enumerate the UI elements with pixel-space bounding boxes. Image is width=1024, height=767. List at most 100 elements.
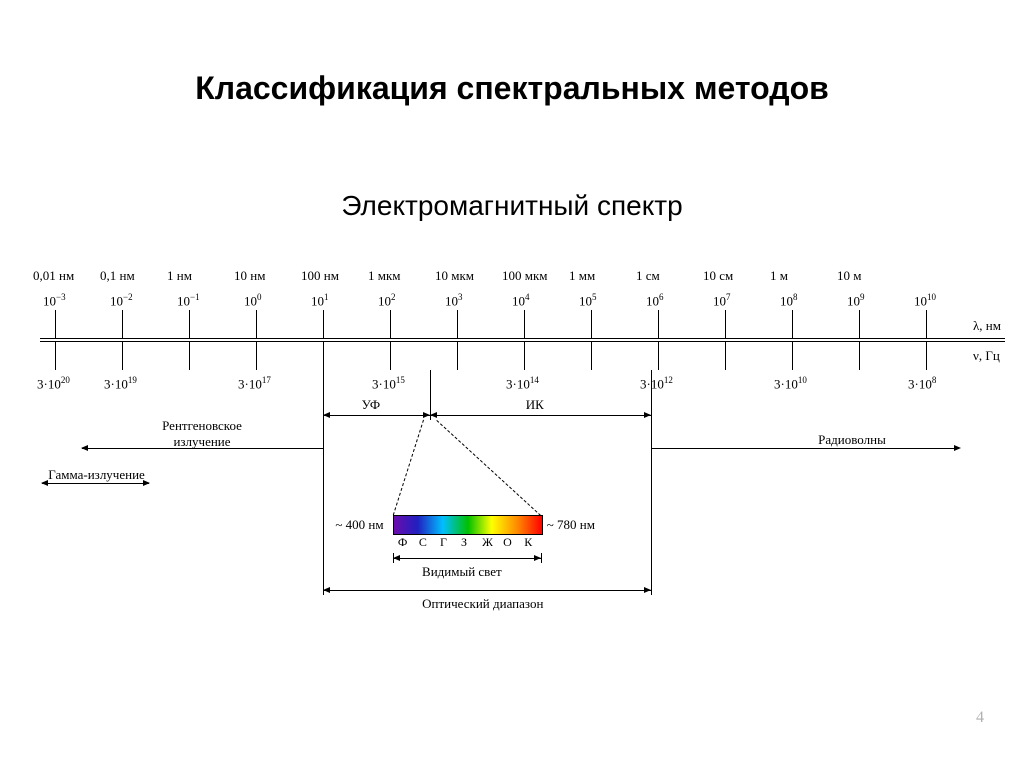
visible-left-label: ~ 400 нм: [335, 517, 383, 533]
uv-band-arrow: [323, 412, 330, 418]
visible-color-letter: О: [503, 535, 512, 550]
page-title: Классификация спектральных методов: [0, 70, 1024, 107]
wavelength-exp-label: 10−2: [110, 292, 133, 309]
wavelength-unit-label: 100 мкм: [502, 268, 548, 284]
wavelength-exp-label: 106: [646, 292, 664, 309]
ir-band-line: [430, 415, 651, 416]
frequency-label: 3·1012: [640, 375, 673, 392]
tick-bot: [926, 342, 927, 370]
wavelength-unit-label: 100 нм: [301, 268, 339, 284]
tick-top: [591, 310, 592, 338]
boundary-line: [651, 370, 652, 590]
wavelength-exp-label: 107: [713, 292, 731, 309]
tick-bot: [256, 342, 257, 370]
uv-band-line: [323, 415, 430, 416]
uv-band-label: УФ: [362, 397, 381, 413]
tick-bot: [189, 342, 190, 370]
spectrum-diagram: 0,01 нм10−30,1 нм10−21 нм10−110 нм100100…: [0, 250, 1024, 650]
tick-top: [926, 310, 927, 338]
tick-top: [189, 310, 190, 338]
radio-band-line: [651, 448, 959, 449]
wavelength-unit-label: 0,01 нм: [33, 268, 74, 284]
tick-top: [859, 310, 860, 338]
ir-band-arrow: [430, 412, 437, 418]
visible-color-letter: С: [419, 535, 427, 550]
boundary-line: [430, 370, 431, 415]
tick-top: [55, 310, 56, 338]
ir-band-arrow: [644, 412, 651, 418]
page-number: 4: [976, 709, 984, 727]
tick-bot: [122, 342, 123, 370]
visible-light-range-line: [393, 558, 540, 559]
optical-range-line: [323, 590, 651, 591]
frequency-label: 3·1014: [506, 375, 539, 392]
wavelength-unit-label: 1 м: [770, 268, 788, 284]
visible-spectrum-box: [393, 515, 542, 535]
tick-bot: [524, 342, 525, 370]
wavelength-unit-label: 1 см: [636, 268, 660, 284]
visible-right-label: ~ 780 нм: [547, 517, 595, 533]
visible-color-letter: Г: [440, 535, 447, 550]
visible-funnel-right: [436, 420, 541, 516]
wavelength-unit-label: 10 нм: [234, 268, 265, 284]
axis-line-top: [40, 338, 1005, 339]
visible-light-range-arrow: [393, 555, 400, 561]
uv-band-arrow: [423, 412, 430, 418]
gamma-band-arrow-left: [41, 480, 48, 486]
xray-band-label: Рентгеновскоеизлучение: [122, 418, 282, 450]
wavelength-unit-label: 0,1 нм: [100, 268, 135, 284]
axis-label-lambda: λ, нм: [973, 318, 1001, 334]
wavelength-exp-label: 109: [847, 292, 865, 309]
tick-top: [457, 310, 458, 338]
tick-top: [658, 310, 659, 338]
optical-range-end: [651, 585, 652, 595]
page-subtitle: Электромагнитный спектр: [0, 190, 1024, 222]
tick-top: [256, 310, 257, 338]
tick-top: [524, 310, 525, 338]
ir-band-label: ИК: [526, 397, 544, 413]
wavelength-unit-label: 1 мкм: [368, 268, 401, 284]
frequency-label: 3·1015: [372, 375, 405, 392]
radio-band-arrow-right: [954, 445, 961, 451]
wavelength-exp-label: 104: [512, 292, 530, 309]
tick-bot: [859, 342, 860, 370]
radio-band-end: [651, 443, 652, 453]
axis-line-bottom: [40, 341, 1005, 342]
tick-top: [323, 310, 324, 338]
gamma-band-line: [42, 483, 149, 484]
xray-band-arrow-left: [81, 445, 88, 451]
frequency-label: 3·1017: [238, 375, 271, 392]
frequency-label: 3·1019: [104, 375, 137, 392]
tick-bot: [457, 342, 458, 370]
visible-color-letter: К: [524, 535, 532, 550]
gamma-band-label: Гамма-излучение: [48, 467, 188, 483]
frequency-label: 3·108: [908, 375, 936, 392]
tick-bot: [658, 342, 659, 370]
tick-bot: [591, 342, 592, 370]
wavelength-unit-label: 10 см: [703, 268, 733, 284]
tick-top: [725, 310, 726, 338]
wavelength-exp-label: 102: [378, 292, 396, 309]
tick-bot: [55, 342, 56, 370]
visible-light-range-end: [541, 553, 542, 563]
wavelength-exp-label: 105: [579, 292, 597, 309]
frequency-label: 3·1020: [37, 375, 70, 392]
visible-light-range-arrow: [534, 555, 541, 561]
wavelength-exp-label: 101: [311, 292, 329, 309]
visible-funnel-left: [392, 420, 423, 515]
wavelength-exp-label: 10−3: [43, 292, 66, 309]
wavelength-unit-label: 1 мм: [569, 268, 595, 284]
wavelength-exp-label: 108: [780, 292, 798, 309]
wavelength-exp-label: 10−1: [177, 292, 200, 309]
tick-bot: [792, 342, 793, 370]
optical-range-arrow: [644, 587, 651, 593]
tick-top: [122, 310, 123, 338]
visible-color-letter: Ф: [398, 535, 407, 550]
tick-top: [792, 310, 793, 338]
boundary-line: [323, 415, 324, 448]
wavelength-exp-label: 100: [244, 292, 262, 309]
visible-color-letter: Ж: [482, 535, 493, 550]
wavelength-unit-label: 10 м: [837, 268, 861, 284]
optical-range-label: Оптический диапазон: [422, 596, 543, 612]
boundary-line: [323, 370, 324, 590]
